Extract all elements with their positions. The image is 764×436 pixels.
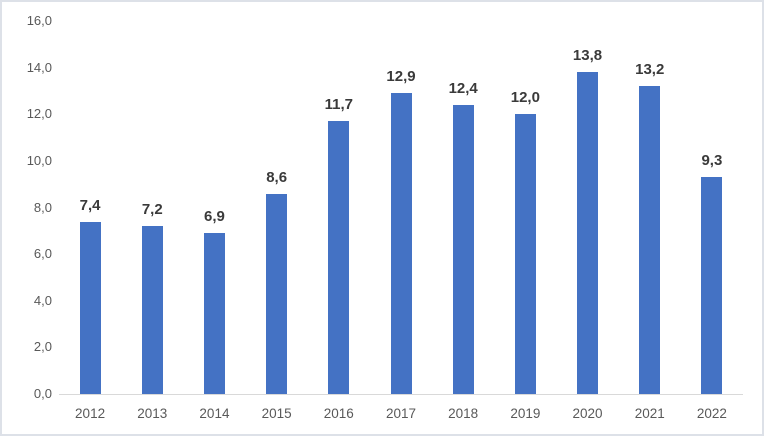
bar-value-label: 12,4: [448, 80, 478, 98]
y-tick-label: 8,0: [33, 199, 52, 215]
y-tick-label: 10,0: [26, 153, 52, 168]
x-tick-label-2012: 2012: [75, 406, 106, 421]
bar-value-label: 12,9: [386, 68, 416, 86]
x-tick-label-2016: 2016: [323, 406, 354, 421]
bar-value-label: 12,0: [510, 89, 540, 107]
y-tick-label: 12,0: [26, 106, 52, 122]
x-tick-label-2020: 2020: [572, 406, 603, 421]
y-tick-label: 4,0: [33, 292, 52, 308]
bar-2016: [328, 121, 350, 394]
bar-2014: [203, 233, 225, 394]
x-tick-label-2017: 2017: [385, 406, 417, 421]
x-tick-label-2013: 2013: [137, 406, 168, 421]
bar-value-label: 8,6: [266, 168, 288, 186]
bar-value-label: 11,7: [324, 96, 353, 114]
bar-value-label: 7,2: [141, 201, 163, 219]
y-tick-label: 6,0: [33, 246, 52, 262]
x-tick-label-2021: 2021: [634, 406, 665, 421]
bar-2015: [266, 193, 288, 394]
bar-value-label: 6,9: [204, 208, 225, 226]
x-tick-label-2022: 2022: [696, 406, 727, 421]
y-tick-label: 14,0: [26, 59, 52, 75]
bar-2020: [577, 72, 599, 394]
y-tick-label: 16,0: [26, 13, 52, 29]
x-tick-label-2014: 2014: [199, 406, 230, 421]
bar-value-label: 9,3: [701, 152, 723, 170]
bar-value-label: 7,4: [79, 196, 101, 214]
bar-value-label: 13,2: [635, 61, 665, 79]
x-tick-label-2019: 2019: [510, 406, 541, 421]
x-tick-label-2018: 2018: [448, 406, 479, 421]
bar-2017: [390, 93, 412, 394]
y-tick-label: 2,0: [33, 339, 52, 355]
bar-2021: [639, 86, 661, 394]
bar-2013: [141, 226, 163, 394]
x-tick-label-2015: 2015: [261, 406, 292, 421]
bar-2022: [701, 177, 723, 394]
x-axis-line: [59, 394, 743, 395]
bar-2018: [452, 105, 474, 394]
y-tick-label: 0,0: [33, 386, 52, 401]
bar-value-label: 13,8: [572, 47, 603, 65]
bar-2019: [514, 114, 536, 394]
bar-2012: [79, 221, 101, 394]
